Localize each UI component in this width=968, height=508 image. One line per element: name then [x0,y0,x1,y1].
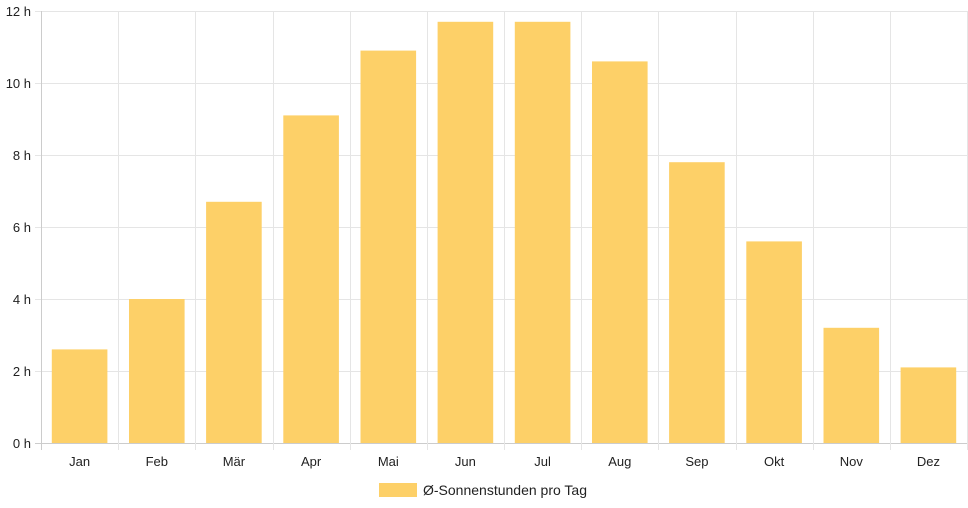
bar-okt[interactable] [746,241,802,443]
legend-label[interactable]: Ø-Sonnenstunden pro Tag [423,482,587,498]
x-tick-label: Dez [917,454,940,469]
x-tick-label: Apr [301,454,322,469]
legend[interactable]: Ø-Sonnenstunden pro Tag [379,482,587,498]
bar-nov[interactable] [823,327,880,443]
bar-aug[interactable] [592,61,648,444]
legend-swatch[interactable] [379,483,417,497]
y-tick-label: 8 h [13,148,31,163]
x-tick-label: Jul [534,454,551,469]
bar-jul[interactable] [514,21,571,444]
x-tick-label: Jun [455,454,476,469]
x-tick-label: Jan [69,454,90,469]
bar-mär[interactable] [206,201,262,443]
bar-dez[interactable] [900,367,957,443]
x-tick-label: Mai [378,454,399,469]
bars [51,21,957,444]
y-tick-label: 4 h [13,292,31,307]
y-axis-ticks: 0 h 2 h 4 h 6 h 8 h 10 h 12 h [6,4,31,451]
y-tick-label: 6 h [13,220,31,235]
bar-sep[interactable] [669,162,725,443]
y-tick-label: 12 h [6,4,31,19]
bar-jan[interactable] [51,349,108,443]
y-tick-label: 2 h [13,364,31,379]
x-tick-label: Mär [223,454,246,469]
bar-jun[interactable] [437,21,494,444]
x-tick-label: Feb [146,454,168,469]
grid-lines [35,11,968,450]
x-tick-label: Aug [608,454,631,469]
bar-mai[interactable] [360,50,417,443]
bar-apr[interactable] [283,115,339,444]
x-tick-label: Nov [840,454,864,469]
x-axis-ticks: Jan Feb Mär Apr Mai Jun Jul Aug Sep Okt Nov Dez [69,454,940,469]
x-tick-label: Okt [764,454,785,469]
bar-feb[interactable] [129,299,185,443]
y-tick-label: 0 h [13,436,31,451]
y-tick-label: 10 h [6,76,31,91]
x-tick-label: Sep [685,454,708,469]
